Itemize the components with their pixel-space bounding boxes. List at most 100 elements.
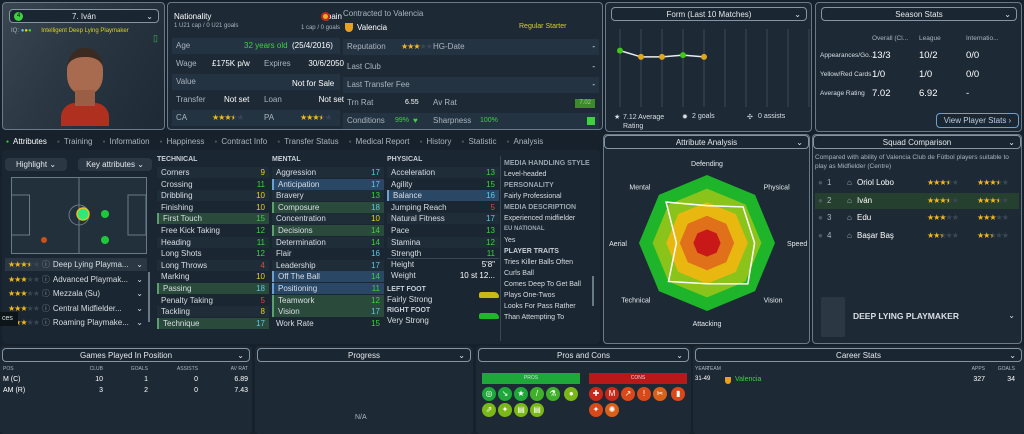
attribute-row[interactable]: Technique 17 xyxy=(157,317,269,329)
attribute-row[interactable]: Finishing 10 xyxy=(157,202,269,213)
role-selector[interactable]: DEEP LYING PLAYMAKER xyxy=(853,311,959,321)
tab-statistic[interactable]: Statistic xyxy=(461,137,496,146)
attribute-row[interactable]: Heading 11 xyxy=(157,236,269,248)
pro-icon[interactable]: ◎ xyxy=(482,387,496,401)
highlight-dropdown[interactable]: Highlight ⌄ xyxy=(5,158,67,171)
tab-transfer-status[interactable]: Transfer Status xyxy=(277,137,338,146)
pros-cons-header[interactable]: Pros and Cons ⌄ xyxy=(478,348,689,362)
pro-icon[interactable]: / xyxy=(530,387,544,401)
season-stats-header[interactable]: Season Stats ⌄ xyxy=(821,7,1017,21)
form-header[interactable]: Form (Last 10 Matches) ⌄ xyxy=(611,7,807,21)
attribute-row[interactable]: Aggression 17 xyxy=(272,167,384,178)
squad-player-name[interactable]: Iván xyxy=(857,195,873,205)
attribute-row[interactable]: Positioning 11 xyxy=(272,283,384,294)
radio-icon[interactable]: ● xyxy=(818,230,823,240)
tab-information[interactable]: Information xyxy=(102,137,150,146)
nationality-value[interactable]: Spain xyxy=(321,12,342,21)
attribute-row[interactable]: Stamina 12 xyxy=(387,236,499,248)
attribute-row[interactable]: Concentration 10 xyxy=(272,213,384,225)
chevron-down-icon[interactable]: ⌄ xyxy=(136,260,143,269)
pro-icon[interactable]: ⚗ xyxy=(546,387,560,401)
role-row[interactable]: ★★★★★ ⓘ Central Midfielder... ⌄ xyxy=(5,302,147,315)
squad-row[interactable]: ● 1 ⌂ Oriol Lobo ★★★★★ ★★★★★ xyxy=(815,175,1019,191)
attribute-row[interactable]: Bravery 13 xyxy=(272,190,384,202)
attribute-row[interactable]: Teamwork 12 xyxy=(272,294,384,306)
games-header[interactable]: Games Played In Position ⌄ xyxy=(2,348,250,362)
con-icon[interactable]: ✺ xyxy=(605,403,619,417)
tab-attributes[interactable]: Attributes xyxy=(6,137,47,146)
attribute-row[interactable]: Agility 15 xyxy=(387,179,499,190)
attribute-row[interactable]: Pace 13 xyxy=(387,225,499,236)
attribute-row[interactable]: Crossing 11 xyxy=(157,179,269,190)
attribute-row[interactable]: Corners 9 xyxy=(157,167,269,178)
traits-scrollbar[interactable] xyxy=(592,276,594,306)
squad-comparison-header[interactable]: Squad Comparison ⌄ xyxy=(813,135,1021,149)
con-icon[interactable]: ▮ xyxy=(671,387,686,401)
view-player-stats-button[interactable]: View Player Stats › xyxy=(936,113,1019,128)
attribute-row[interactable]: Penalty Taking 5 xyxy=(157,295,269,306)
role-row[interactable]: ★★★★★ ⓘ Mezzala (Su) ⌄ xyxy=(5,287,147,300)
pro-icon[interactable]: ▤ xyxy=(514,403,528,417)
attribute-row[interactable]: Tackling 8 xyxy=(157,306,269,318)
role-row[interactable]: ★★★★★ ⓘ Deep Lying Playma... ⌄ xyxy=(5,258,147,271)
attribute-row[interactable]: Balance 16 xyxy=(387,190,499,202)
attribute-row[interactable]: Acceleration 13 xyxy=(387,167,499,178)
attribute-row[interactable]: Marking 10 xyxy=(157,271,269,282)
tab-happiness[interactable]: Happiness xyxy=(160,137,205,146)
con-icon[interactable]: M xyxy=(605,387,619,401)
attribute-row[interactable]: Leadership 17 xyxy=(272,259,384,271)
attribute-row[interactable]: Composure 18 xyxy=(272,201,384,213)
tab-contract-info[interactable]: Contract Info xyxy=(214,137,267,146)
con-icon[interactable]: ! xyxy=(637,387,651,401)
tab-history[interactable]: History xyxy=(419,137,452,146)
squad-player-name[interactable]: Oriol Lobo xyxy=(857,178,894,187)
attribute-row[interactable]: Determination 14 xyxy=(272,236,384,248)
attribute-row[interactable]: Flair 16 xyxy=(272,248,384,259)
tab-training[interactable]: Training xyxy=(57,137,93,146)
attribute-row[interactable]: Vision 17 xyxy=(272,306,384,318)
con-icon[interactable]: ✂ xyxy=(653,387,667,401)
pro-icon[interactable]: ★ xyxy=(514,387,528,401)
chevron-down-icon[interactable]: ⌄ xyxy=(136,303,143,313)
attribute-row[interactable]: First Touch 15 xyxy=(157,213,269,225)
con-icon[interactable]: ✦ xyxy=(589,403,603,417)
chevron-down-icon[interactable]: ⌄ xyxy=(136,318,143,327)
attribute-row[interactable]: Long Shots 12 xyxy=(157,248,269,259)
attribute-row[interactable]: Long Throws 4 xyxy=(157,259,269,271)
attribute-row[interactable]: Off The Ball 14 xyxy=(272,271,384,283)
attribute-row[interactable]: Anticipation 17 xyxy=(272,178,384,190)
squad-row[interactable]: ● 3 ⌂ Edu ★★★★★ ★★★★★ xyxy=(815,210,1019,226)
squad-player-name[interactable]: Edu xyxy=(857,213,872,222)
tab-medical-report[interactable]: Medical Report xyxy=(349,137,410,146)
squad-row[interactable]: ● 4 ⌂ Başar Baş ★★★★★ ★★★★★ xyxy=(815,228,1019,244)
role-row[interactable]: ★★★★★ ⓘ Advanced Playmak... ⌄ xyxy=(5,273,147,286)
radio-icon[interactable]: ● xyxy=(818,178,823,187)
pro-icon[interactable]: ↘ xyxy=(498,387,512,401)
attribute-row[interactable]: Strength 11 xyxy=(387,248,499,259)
con-icon[interactable]: ↗ xyxy=(621,387,635,401)
pro-icon[interactable]: ● xyxy=(564,387,579,401)
attribute-row[interactable]: Work Rate 15 xyxy=(272,318,384,329)
pro-icon[interactable]: ✦ xyxy=(498,403,512,417)
attribute-row[interactable]: Passing 18 xyxy=(157,283,269,294)
roles-scrollbar[interactable] xyxy=(148,272,150,322)
attribute-row[interactable]: Jumping Reach 5 xyxy=(387,202,499,213)
chevron-down-icon[interactable]: ⌄ xyxy=(1008,311,1015,320)
progress-header[interactable]: Progress ⌄ xyxy=(257,348,471,362)
attribute-row[interactable]: Dribbling 10 xyxy=(157,190,269,202)
attribute-row[interactable]: Natural Fitness 17 xyxy=(387,213,499,225)
career-header[interactable]: Career Stats ⌄ xyxy=(695,348,1022,362)
pro-icon[interactable]: ⇗ xyxy=(482,403,496,417)
radio-icon[interactable]: ● xyxy=(818,195,823,205)
tab-analysis[interactable]: Analysis xyxy=(506,137,543,146)
squad-row[interactable]: ● 2 ⌂ Iván ★★★★★ ★★★★★ xyxy=(815,192,1019,209)
key-attributes-dropdown[interactable]: Key attributes ⌄ xyxy=(78,158,152,171)
attribute-row[interactable]: Free Kick Taking 12 xyxy=(157,225,269,236)
chevron-down-icon[interactable]: ⌄ xyxy=(136,289,143,298)
attribute-row[interactable]: Decisions 14 xyxy=(272,225,384,236)
chevron-down-icon[interactable]: ⌄ xyxy=(136,274,143,284)
club-link[interactable]: Valencia xyxy=(357,23,388,32)
career-team[interactable]: Valencia xyxy=(735,376,762,383)
attribute-analysis-header[interactable]: Attribute Analysis ⌄ xyxy=(604,135,809,149)
squad-player-name[interactable]: Başar Baş xyxy=(857,230,894,240)
